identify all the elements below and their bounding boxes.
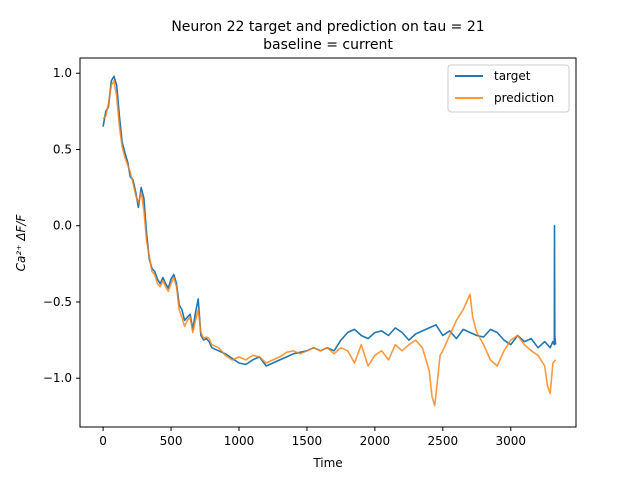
x-axis-label: Time — [312, 456, 342, 470]
x-tick-label: 3000 — [495, 434, 526, 448]
axes-frame — [79, 57, 577, 428]
chart-title: Neuron 22 target and prediction on tau =… — [171, 19, 484, 35]
chart-subtitle: baseline = current — [263, 37, 393, 53]
x-tick-label: 1000 — [224, 434, 255, 448]
y-tick-label: 0.5 — [53, 142, 72, 156]
series-layer — [102, 75, 557, 407]
y-tick-label: 1.0 — [53, 66, 72, 80]
y-axis-label: Ca²⁺ ΔF/F — [14, 214, 28, 272]
x-tick-label: 0 — [99, 434, 107, 448]
plot-area — [102, 75, 557, 407]
x-tick-label: 500 — [160, 434, 183, 448]
y-tick-label: 0.0 — [53, 219, 72, 233]
x-axis-ticks: 0 500 1000 1500 2000 2500 3000 — [99, 427, 526, 448]
y-tick-label: −1.0 — [43, 371, 72, 385]
y-tick-label: −0.5 — [43, 295, 72, 309]
legend-label-target: target — [494, 69, 531, 83]
y-axis-ticks: −1.0 −0.5 0.0 0.5 1.0 — [43, 66, 80, 385]
series-line-prediction — [102, 80, 557, 407]
x-tick-label: 1500 — [292, 434, 323, 448]
legend-label-prediction: prediction — [494, 91, 554, 105]
legend: target prediction — [447, 64, 570, 113]
x-tick-label: 2000 — [360, 434, 391, 448]
x-tick-label: 2500 — [428, 434, 459, 448]
